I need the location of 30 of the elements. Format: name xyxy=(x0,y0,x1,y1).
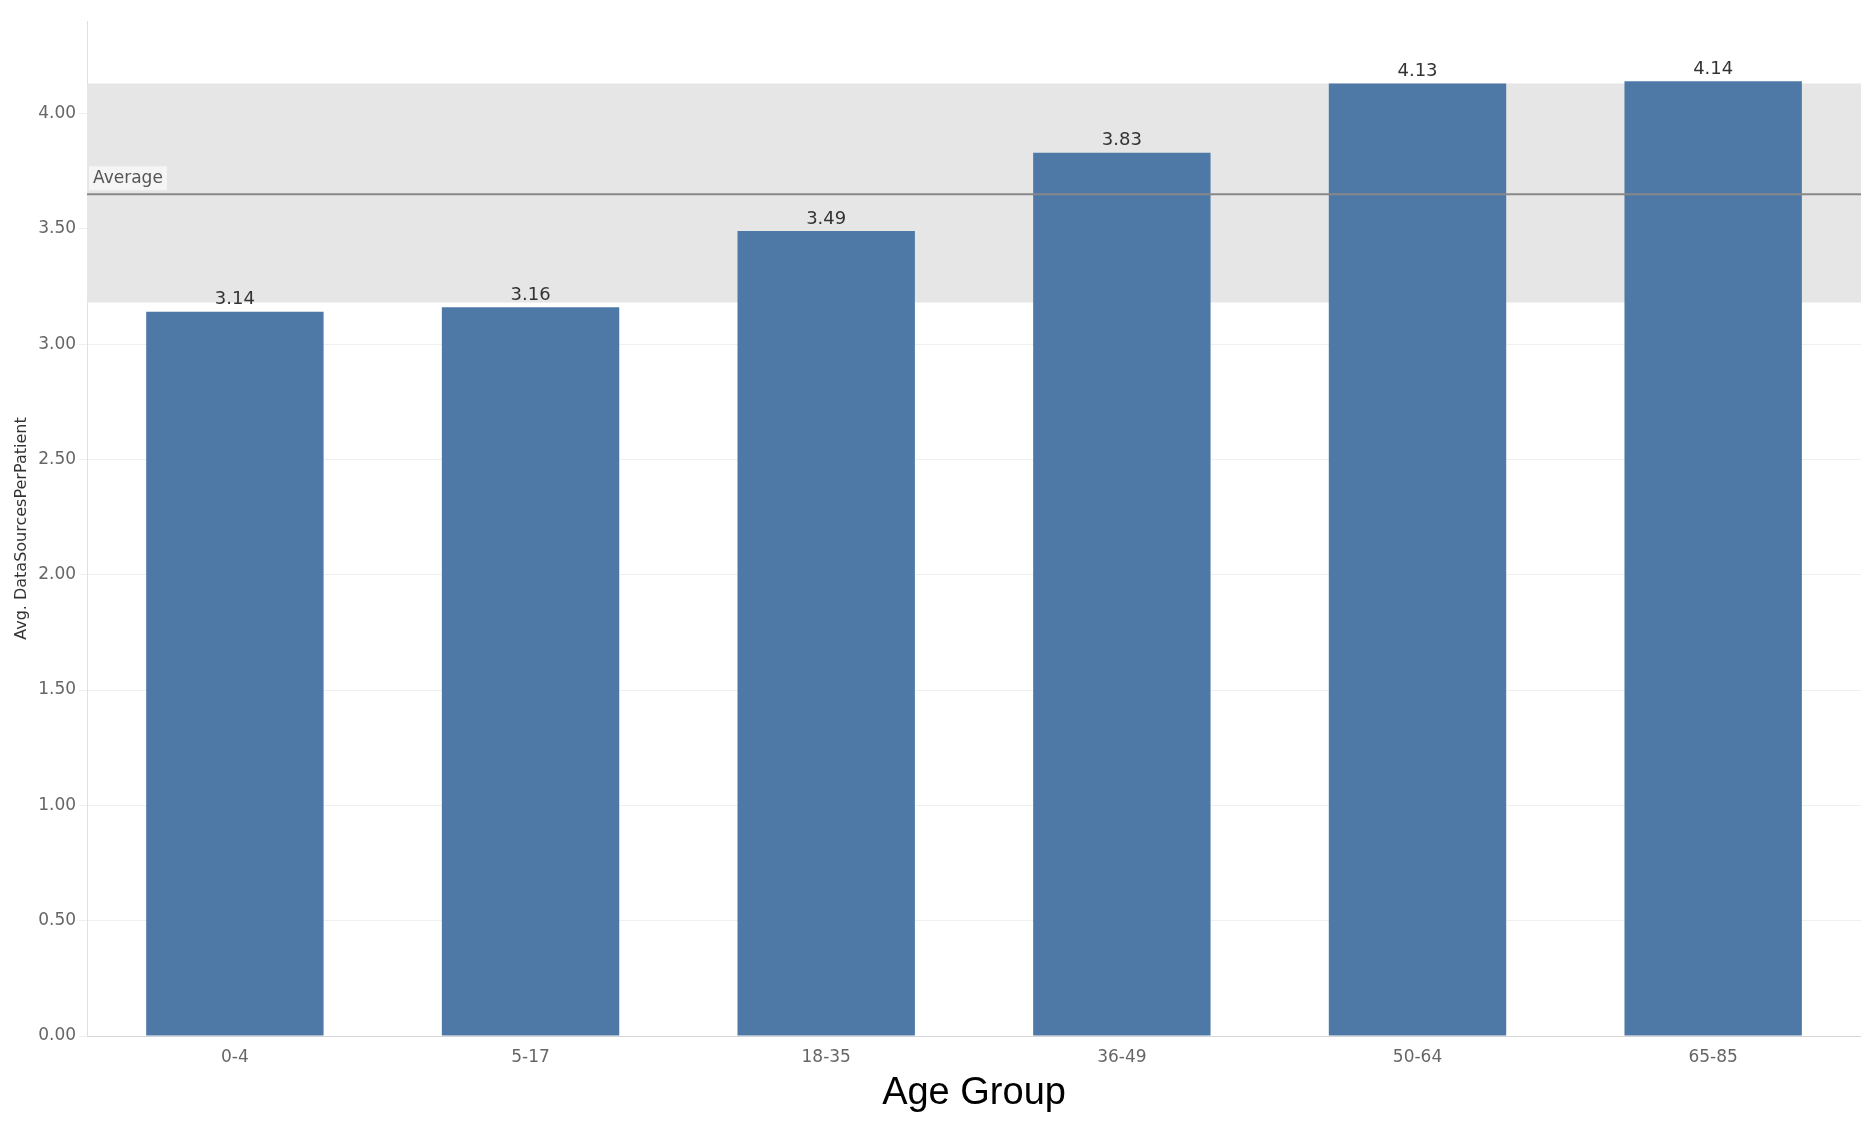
data-label: 3.16 xyxy=(510,282,551,304)
y-tick-label: 1.00 xyxy=(38,793,77,814)
data-label: 3.49 xyxy=(806,206,847,228)
x-tick-label: 36-49 xyxy=(1097,1045,1147,1066)
bar xyxy=(737,231,915,1036)
data-label: 4.13 xyxy=(1397,59,1438,81)
x-tick-label: 0-4 xyxy=(220,1045,249,1066)
x-tick-label: 5-17 xyxy=(511,1045,550,1066)
x-tick-label: 18-35 xyxy=(801,1045,851,1066)
x-tick-label: 50-64 xyxy=(1392,1045,1443,1066)
x-tick-label: 65-85 xyxy=(1688,1045,1738,1066)
bar xyxy=(146,311,324,1036)
y-tick-label: 3.00 xyxy=(38,332,77,353)
x-axis-title: Age Group xyxy=(882,1069,1066,1112)
y-tick-label: 2.50 xyxy=(38,447,77,468)
bar xyxy=(1624,81,1802,1036)
data-label: 4.14 xyxy=(1693,56,1734,78)
bar xyxy=(441,307,620,1036)
bar xyxy=(1328,83,1507,1036)
y-tick-label: 1.50 xyxy=(38,678,77,699)
y-tick-label: 2.00 xyxy=(38,563,77,584)
y-tick-label: 0.00 xyxy=(38,1024,77,1045)
ref-line-label: Average xyxy=(93,166,163,187)
data-label: 3.83 xyxy=(1101,128,1142,150)
y-tick-label: 4.00 xyxy=(38,101,77,122)
y-axis-title: Avg. DataSourcesPerPatient xyxy=(10,417,30,640)
y-tick-label: 0.50 xyxy=(38,909,77,930)
data-label: 3.14 xyxy=(214,287,255,309)
bar xyxy=(1033,152,1211,1036)
y-tick-label: 3.50 xyxy=(38,217,77,238)
